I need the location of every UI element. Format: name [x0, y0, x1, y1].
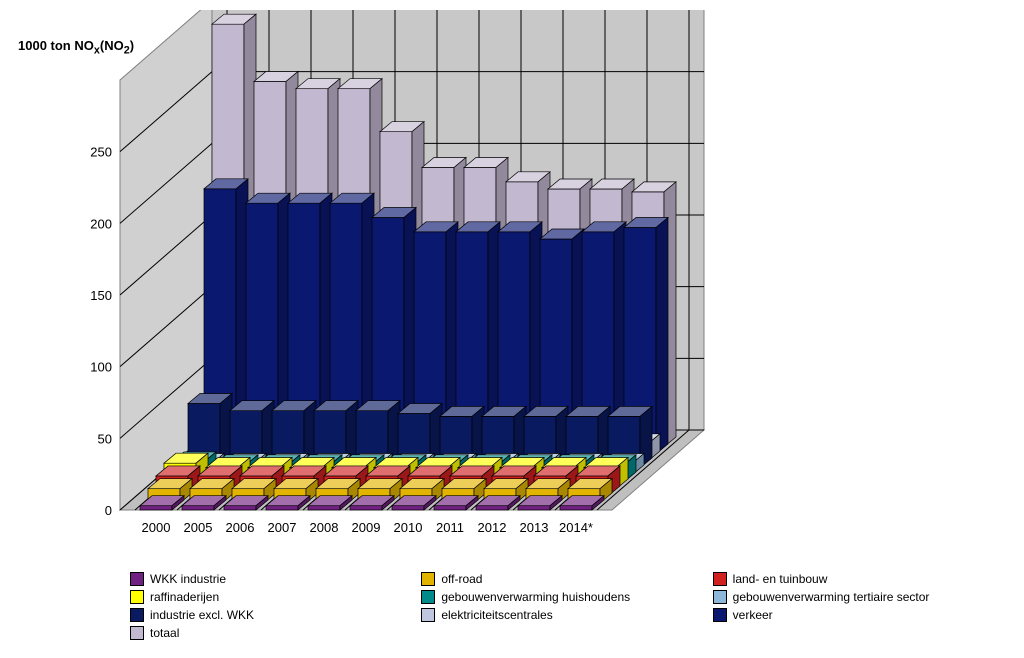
legend-swatch — [421, 590, 435, 604]
legend-item: elektriciteitscentrales — [421, 608, 702, 622]
x-tick-label: 2006 — [226, 520, 255, 535]
bar — [560, 506, 592, 510]
legend-label: totaal — [150, 626, 179, 640]
bar — [518, 506, 550, 510]
x-tick-label: 2010 — [394, 520, 423, 535]
bar — [182, 506, 214, 510]
legend-item: WKK industrie — [130, 572, 411, 586]
x-tick-label: 2007 — [268, 520, 297, 535]
legend-swatch — [130, 626, 144, 640]
bar — [350, 506, 382, 510]
legend-swatch — [713, 608, 727, 622]
legend: WKK industrie off-road land- en tuinbouw ra… — [130, 572, 994, 640]
x-tick-label: 2000 — [142, 520, 171, 535]
legend-swatch — [713, 572, 727, 586]
legend-label: off-road — [441, 572, 482, 586]
x-tick-label: 2008 — [310, 520, 339, 535]
bar — [392, 506, 424, 510]
bar — [476, 506, 508, 510]
svg-text:0: 0 — [105, 503, 112, 518]
legend-label: elektriciteitscentrales — [441, 608, 552, 622]
x-tick-label: 2014* — [559, 520, 593, 535]
x-tick-label: 2012 — [478, 520, 507, 535]
bar — [140, 506, 172, 510]
legend-item: totaal — [130, 626, 411, 640]
bar — [308, 506, 340, 510]
x-tick-label: 2005 — [184, 520, 213, 535]
chart-svg: 0 50 100 150 200 250 2000 2005 2006 2007 2008 2009 2… — [10, 10, 1014, 550]
bar — [434, 506, 466, 510]
x-tick-label: 2013 — [520, 520, 549, 535]
legend-label: land- en tuinbouw — [733, 572, 828, 586]
legend-item: raffinaderijen — [130, 590, 411, 604]
svg-text:100: 100 — [90, 360, 112, 375]
chart-container: 1000 ton NOx(NO2) 0 50 100 150 200 250 2000 200… — [10, 10, 1014, 648]
svg-text:50: 50 — [98, 431, 112, 446]
legend-label: verkeer — [733, 608, 773, 622]
legend-label: gebouwenverwarming huishoudens — [441, 590, 630, 604]
legend-item: gebouwenverwarming tertiaire sector — [713, 590, 994, 604]
legend-label: gebouwenverwarming tertiaire sector — [733, 590, 930, 604]
legend-swatch — [421, 608, 435, 622]
legend-item: industrie excl. WKK — [130, 608, 411, 622]
legend-swatch — [713, 590, 727, 604]
legend-swatch — [130, 590, 144, 604]
x-tick-label: 2011 — [436, 520, 464, 535]
legend-item: land- en tuinbouw — [713, 572, 994, 586]
svg-text:250: 250 — [90, 145, 112, 160]
legend-label: WKK industrie — [150, 572, 226, 586]
legend-label: industrie excl. WKK — [150, 608, 254, 622]
legend-swatch — [130, 608, 144, 622]
legend-label: raffinaderijen — [150, 590, 219, 604]
legend-item: off-road — [421, 572, 702, 586]
svg-text:200: 200 — [90, 216, 112, 231]
legend-swatch — [130, 572, 144, 586]
bar — [266, 506, 298, 510]
svg-text:150: 150 — [90, 288, 112, 303]
legend-item: verkeer — [713, 608, 994, 622]
y-axis-title: 1000 ton NOx(NO2) — [18, 38, 134, 57]
legend-swatch — [421, 572, 435, 586]
x-tick-label: 2009 — [352, 520, 381, 535]
legend-item: gebouwenverwarming huishoudens — [421, 590, 702, 604]
bar — [224, 506, 256, 510]
